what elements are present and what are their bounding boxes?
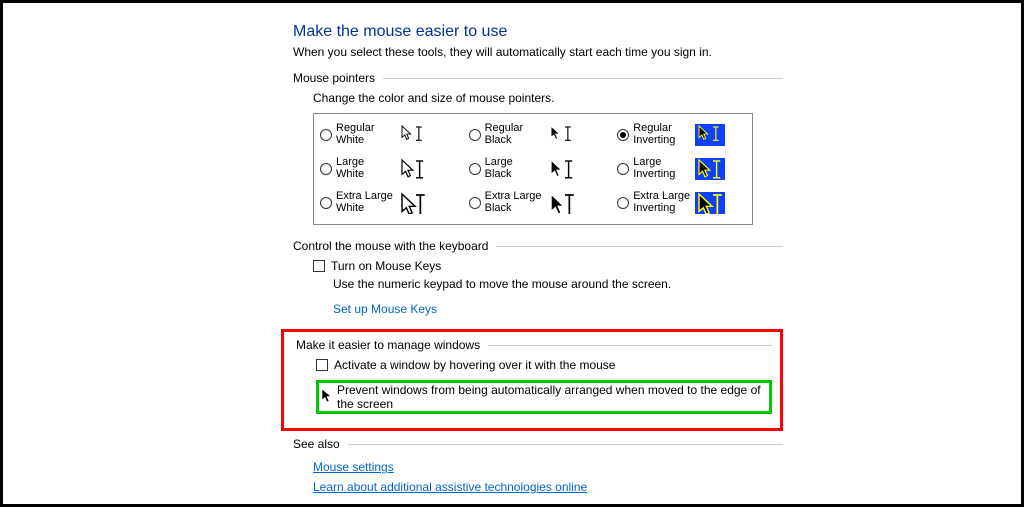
section-mouse-keys: Control the mouse with the keyboard: [293, 239, 783, 253]
page-title: Make the mouse easier to use: [293, 23, 783, 41]
pointer-option-xl-black[interactable]: Extra Large Black: [469, 191, 618, 214]
prevent-arrange-label: Prevent windows from being automatically…: [337, 383, 767, 411]
pointer-preview-icon: [695, 158, 725, 180]
pointer-label: Extra Large White: [336, 191, 394, 214]
pointer-label: Large Inverting: [633, 157, 691, 180]
mouse-keys-body: Turn on Mouse Keys Use the numeric keypa…: [293, 259, 783, 319]
pointer-label: Extra Large Black: [485, 191, 543, 214]
pointer-preview-icon: [547, 158, 577, 180]
pointer-option-large-black[interactable]: Large Black: [469, 157, 618, 180]
pointer-preview-icon: [695, 124, 725, 146]
pointer-preview-icon: [547, 124, 577, 146]
pointer-option-xl-white[interactable]: Extra Large White: [320, 191, 469, 214]
section-label: Control the mouse with the keyboard: [293, 239, 488, 253]
see-also-body: Mouse settings Learn about additional as…: [293, 457, 783, 497]
radio-large-black[interactable]: [469, 163, 481, 175]
radio-regular-inverting[interactable]: [617, 129, 629, 141]
pointer-preview-icon: [398, 192, 428, 214]
pointer-label: Extra Large Inverting: [633, 191, 691, 214]
assistive-tech-link[interactable]: Learn about additional assistive technol…: [313, 480, 587, 494]
divider: [488, 345, 772, 346]
pointer-label: Regular Inverting: [633, 123, 691, 146]
highlight-green-row[interactable]: Prevent windows from being automatically…: [316, 380, 772, 414]
window-frame: Make the mouse easier to use When you se…: [0, 0, 1024, 507]
mouse-pointers-desc: Change the color and size of mouse point…: [313, 91, 783, 105]
setup-mouse-keys-link[interactable]: Set up Mouse Keys: [333, 302, 437, 316]
radio-xl-black[interactable]: [469, 197, 481, 209]
content-area: Make the mouse easier to use When you se…: [3, 3, 803, 507]
pointer-preview-icon: [398, 124, 428, 146]
page-subtitle: When you select these tools, they will a…: [293, 45, 783, 59]
section-label: Make it easier to manage windows: [296, 338, 480, 352]
pointer-option-regular-white[interactable]: Regular White: [320, 123, 469, 146]
pointer-label: Regular Black: [485, 123, 543, 146]
section-manage-windows: Make it easier to manage windows: [296, 338, 772, 352]
mouse-pointers-body: Change the color and size of mouse point…: [293, 91, 783, 225]
manage-windows-body: Activate a window by hovering over it wi…: [296, 358, 772, 414]
divider: [348, 444, 783, 445]
activate-hover-label: Activate a window by hovering over it wi…: [334, 358, 615, 372]
pointer-option-regular-inverting[interactable]: Regular Inverting: [617, 123, 746, 146]
radio-regular-white[interactable]: [320, 129, 332, 141]
radio-regular-black[interactable]: [469, 129, 481, 141]
pointer-row: Large White Large Black Large Inverting: [320, 152, 746, 186]
section-see-also: See also: [293, 437, 783, 451]
pointer-label: Large Black: [485, 157, 543, 180]
pointer-preview-icon: [547, 192, 577, 214]
pointer-options-grid: Regular White Regular Black Regular Inve…: [313, 113, 753, 225]
pointer-label: Regular White: [336, 123, 394, 146]
pointer-preview-icon: [398, 158, 428, 180]
cursor-icon: [321, 388, 333, 407]
pointer-option-regular-black[interactable]: Regular Black: [469, 123, 618, 146]
pointer-label: Large White: [336, 157, 394, 180]
turn-on-mouse-keys-checkbox[interactable]: [313, 260, 325, 272]
mouse-keys-desc: Use the numeric keypad to move the mouse…: [313, 277, 783, 291]
radio-large-inverting[interactable]: [617, 163, 629, 175]
divider: [496, 246, 783, 247]
turn-on-mouse-keys-label: Turn on Mouse Keys: [331, 259, 441, 273]
activate-hover-row[interactable]: Activate a window by hovering over it wi…: [316, 358, 772, 372]
radio-large-white[interactable]: [320, 163, 332, 175]
pointer-option-xl-inverting[interactable]: Extra Large Inverting: [617, 191, 746, 214]
pointer-option-large-white[interactable]: Large White: [320, 157, 469, 180]
pointer-row: Extra Large White Extra Large Black Extr…: [320, 186, 746, 220]
turn-on-mouse-keys-row[interactable]: Turn on Mouse Keys: [313, 259, 783, 273]
activate-hover-checkbox[interactable]: [316, 359, 328, 371]
pointer-row: Regular White Regular Black Regular Inve…: [320, 118, 746, 152]
section-label: See also: [293, 437, 340, 451]
section-mouse-pointers: Mouse pointers: [293, 71, 783, 85]
divider: [383, 78, 783, 79]
pointer-option-large-inverting[interactable]: Large Inverting: [617, 157, 746, 180]
mouse-settings-link[interactable]: Mouse settings: [313, 460, 394, 474]
radio-xl-white[interactable]: [320, 197, 332, 209]
pointer-preview-icon: [695, 192, 725, 214]
highlight-red-box: Make it easier to manage windows Activat…: [281, 329, 783, 431]
radio-xl-inverting[interactable]: [617, 197, 629, 209]
section-label: Mouse pointers: [293, 71, 375, 85]
